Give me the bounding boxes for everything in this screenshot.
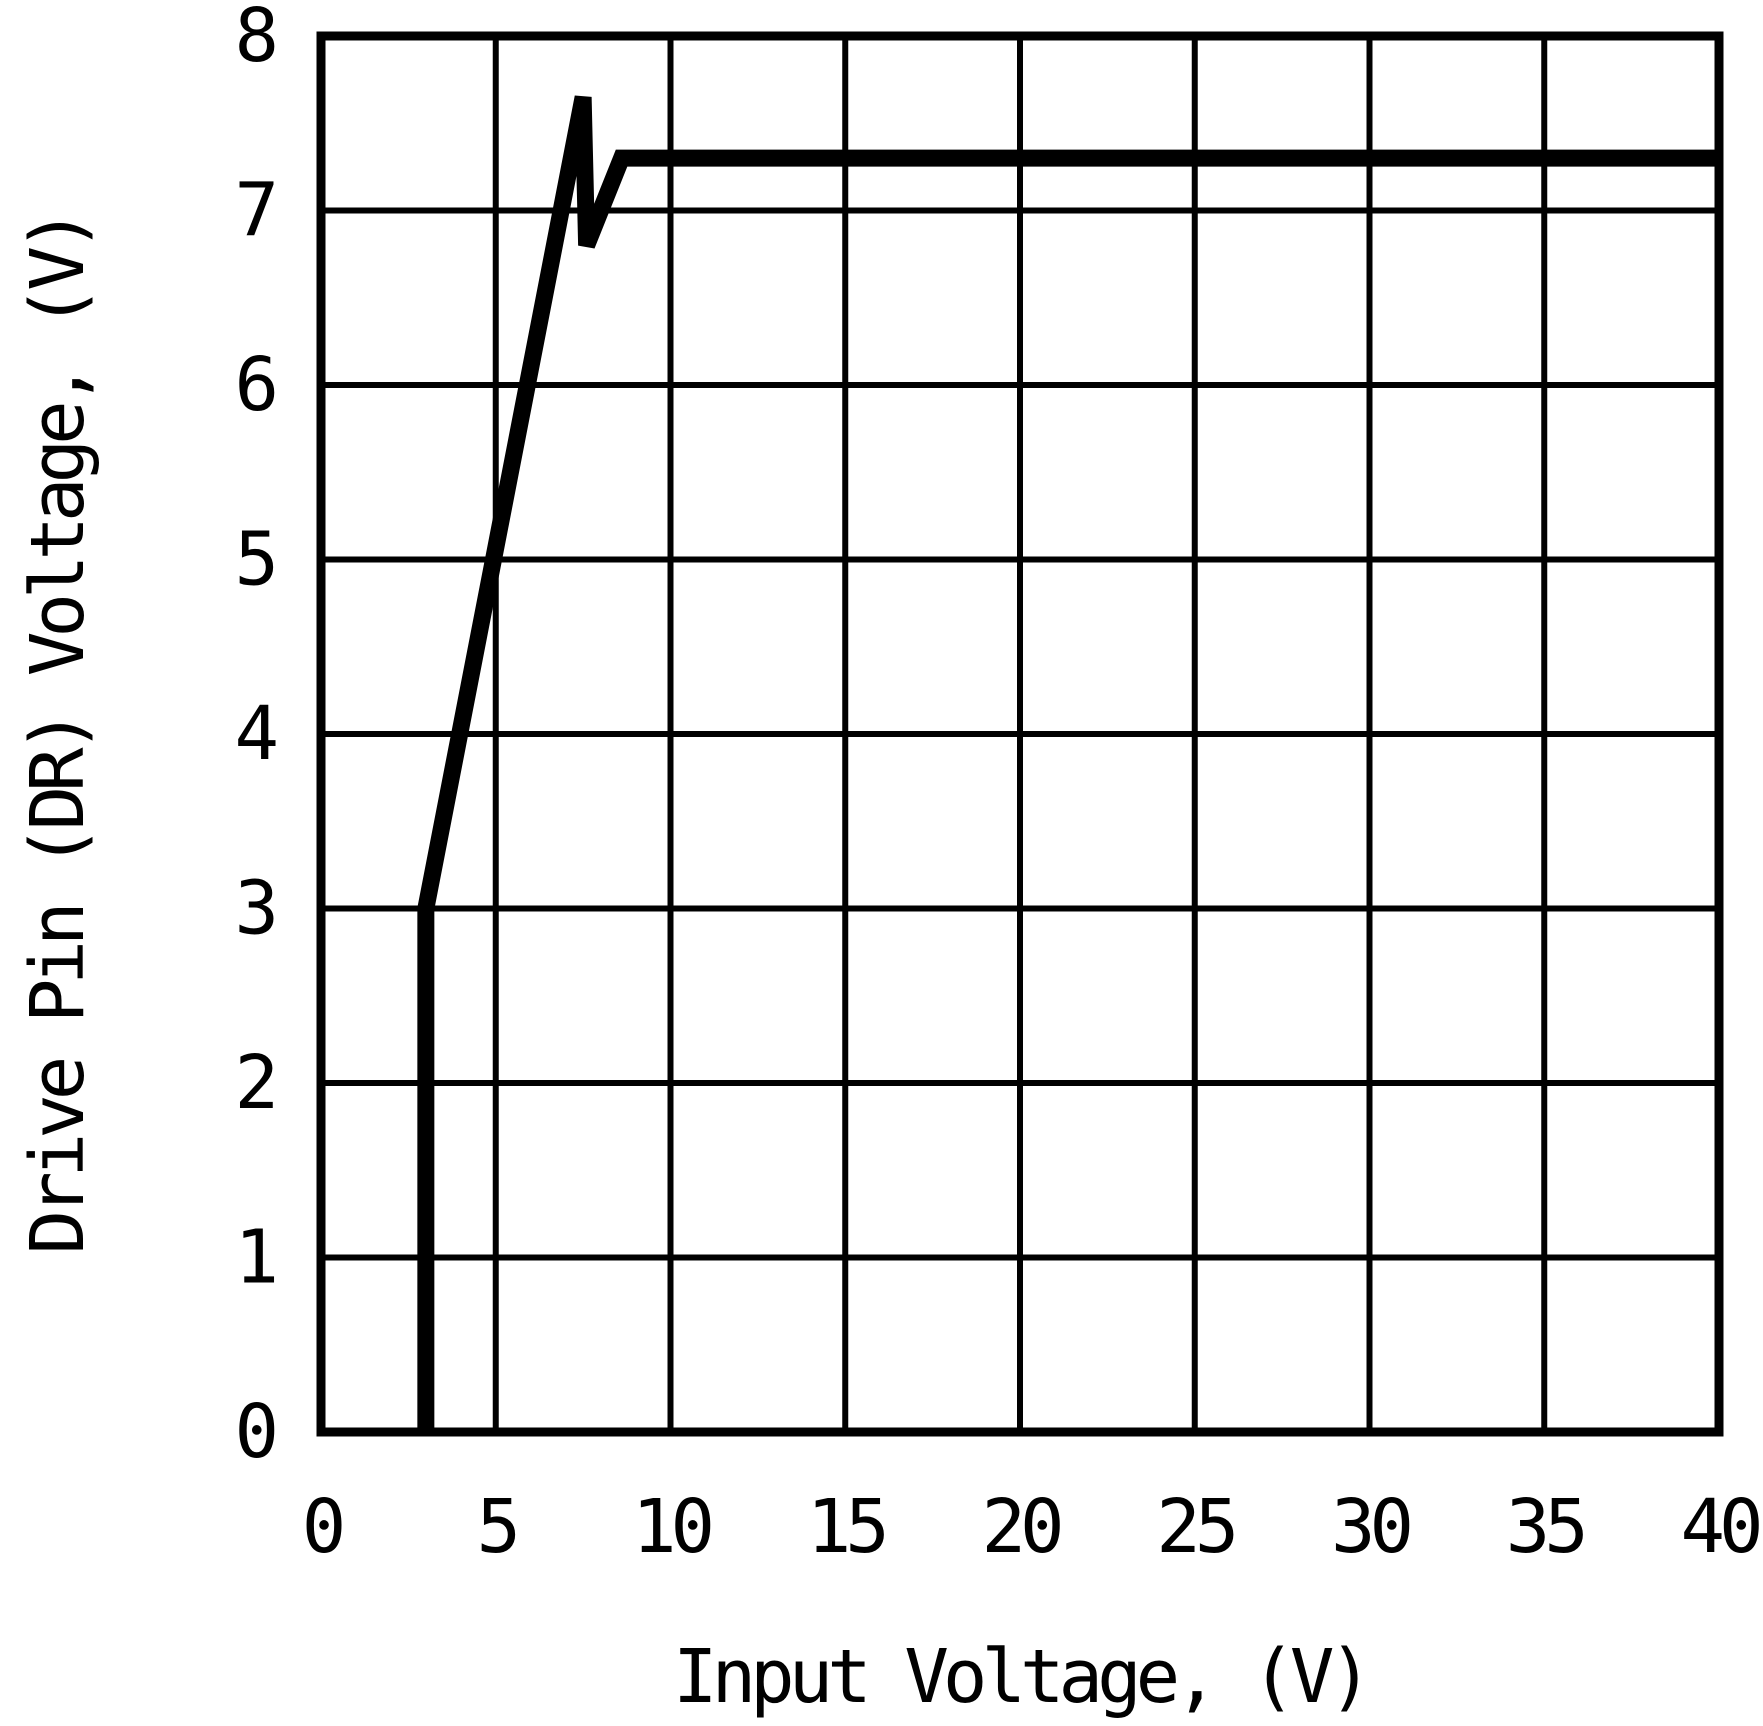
- x-tick-label: 5: [476, 1484, 515, 1570]
- x-tick-label: 0: [302, 1484, 342, 1570]
- plot-frame: [316, 31, 1724, 1437]
- y-tick-label: 5: [234, 517, 273, 603]
- dr-voltage-curve: [417, 95, 1719, 1432]
- x-tick-label: 20: [981, 1484, 1060, 1570]
- y-tick-labels: 0 1 2 3 4 5 6 7 8: [234, 0, 282, 1475]
- x-tick-label: 40: [1680, 1484, 1759, 1570]
- gridlines: [318, 33, 1722, 1435]
- x-tick-label: 25: [1156, 1484, 1234, 1570]
- x-tick-label: 15: [807, 1484, 885, 1570]
- y-axis-title: Drive Pin (DR) Voltage, (V): [15, 214, 101, 1255]
- y-tick-label: 0: [234, 1389, 274, 1475]
- x-tick-labels: 0 5 10 15 20 25 30 35 40: [302, 1484, 1763, 1570]
- y-tick-label: 1: [234, 1215, 274, 1301]
- x-tick-label: 30: [1331, 1484, 1410, 1570]
- y-tick-label: 8: [234, 0, 274, 79]
- x-tick-label: 10: [632, 1484, 711, 1570]
- y-tick-label: 7: [234, 168, 273, 254]
- y-tick-label: 6: [234, 342, 274, 428]
- x-axis-title: Input Voltage, (V): [673, 1634, 1367, 1720]
- y-tick-label: 3: [234, 866, 273, 952]
- x-tick-label: 35: [1506, 1484, 1584, 1570]
- y-tick-label: 2: [234, 1040, 273, 1126]
- y-tick-label: 4: [234, 691, 276, 777]
